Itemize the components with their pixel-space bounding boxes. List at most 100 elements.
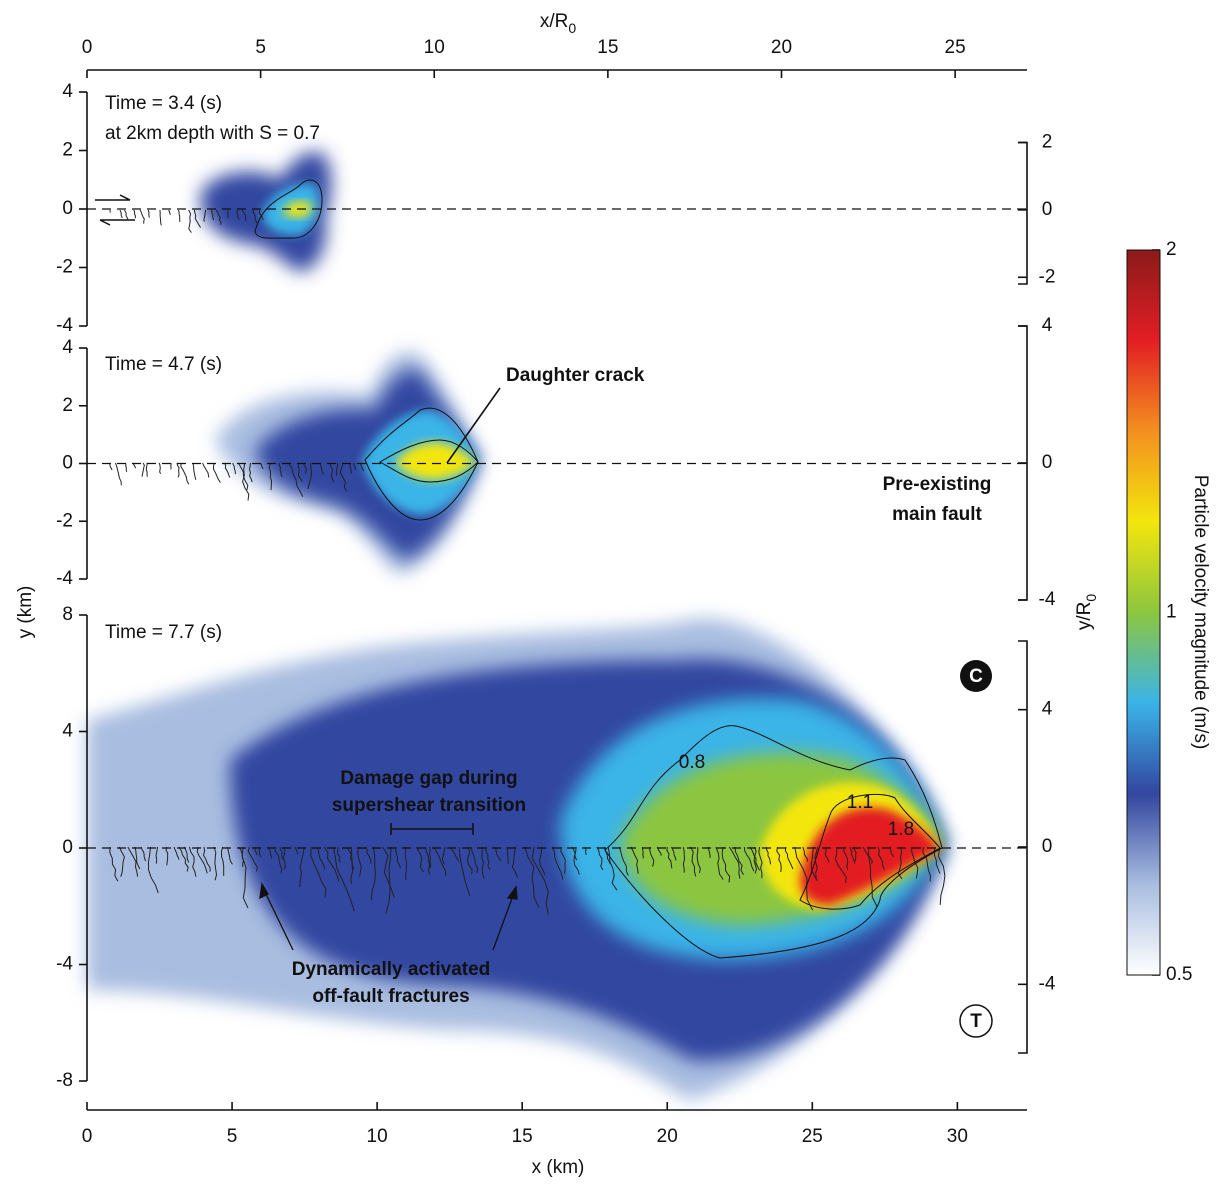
fracture [224,462,231,478]
fracture [365,846,372,864]
fracture [470,846,479,874]
fracture [425,846,431,875]
fracture [671,846,677,861]
fracture [168,209,171,215]
fracture [237,462,249,490]
fracture [450,846,460,862]
y-tick-label: -8 [56,1070,73,1091]
fracture [274,846,283,874]
axes: 0 5 10 15 20 25 300 5 10 15 20 25420-2-420-2420-2-4… [56,37,1192,1147]
fractures [109,209,946,915]
y2-label-sub: 0 [1083,594,1099,602]
fracture [177,209,181,222]
colorbar-tick-label: 1 [1166,602,1177,623]
colorbar-tick-label: 0.5 [1166,964,1192,985]
fracture [147,209,150,218]
fracture [395,846,402,869]
fracture [506,846,509,864]
side-label: T [970,1011,982,1032]
fracture [294,846,299,855]
y2-label-main: y/R [1074,602,1095,631]
annotation: off-fault fractures [312,986,469,1007]
fracture [213,846,218,881]
fracture [485,846,491,871]
y-tick-label: 2 [62,395,73,416]
kinematic-arrows [95,194,135,226]
fracture [145,462,148,477]
fracture [115,462,122,486]
fracture [133,209,136,219]
fracture [319,462,325,475]
x2-label-sub: 0 [568,20,576,36]
fracture [173,846,180,860]
compression-badge [960,660,992,692]
x2-tick-label: 25 [945,37,966,58]
tension-badge [959,1004,993,1038]
x-tick-label: 5 [227,1126,238,1147]
fracture [252,209,258,224]
y-tick-label: -4 [56,954,73,975]
x-tick-label: 30 [947,1126,968,1147]
fracture [134,846,141,870]
y2-tick-label: 0 [1042,199,1053,220]
fracture [279,846,283,860]
field-layer [800,807,940,905]
fracture [618,846,629,876]
fracture [937,846,946,905]
fracture [183,846,190,863]
fracture [843,846,849,871]
fracture [359,462,365,472]
fracture [180,462,190,485]
fracture [278,462,283,478]
fracture [227,209,229,219]
y2-tick-label: 2 [1042,132,1053,153]
y-tick-label: -2 [56,257,73,278]
y-tick-label: 4 [62,81,73,102]
fracture [466,846,473,875]
fracture [196,846,208,874]
fracture [329,462,335,483]
y-tick-label: 0 [62,837,73,858]
y-label: y (km) [15,586,36,639]
x2-label-main: x/R [540,11,569,32]
fracture [203,209,207,222]
y-tick-label: 0 [62,453,73,474]
fracture [810,846,818,881]
fracture [353,462,356,470]
fracture [897,846,903,880]
fracture [299,846,305,888]
fracture [158,462,162,475]
fracture [125,462,128,472]
fracture [753,846,758,874]
fracture [236,209,240,220]
fracture [433,846,447,876]
fracture [382,846,395,898]
fracture [288,462,304,497]
y-tick-label: 4 [62,337,73,358]
y-tick-label: -4 [56,568,73,589]
fracture [802,846,808,862]
y-tick-label: 0 [62,198,73,219]
fracture [155,846,159,864]
contour-label: 1.1 [847,792,873,813]
fracture [721,846,731,883]
fracture [495,846,502,862]
x-tick-label: 0 [82,1126,93,1147]
fracture [267,846,273,859]
y2-tick-label: -4 [1039,973,1056,994]
y-tick-label: -2 [56,510,73,531]
y2-axis [1018,141,1028,285]
fracture [689,846,697,877]
fracture [784,846,794,870]
fracture [715,846,724,880]
fracture [159,209,162,226]
fracture [641,846,644,859]
fracture [385,846,392,914]
fracture [297,462,303,482]
fracture [109,846,119,882]
fracture [824,846,830,863]
fracture [259,209,264,221]
annotation: main fault [892,504,982,525]
fracture [370,846,377,901]
